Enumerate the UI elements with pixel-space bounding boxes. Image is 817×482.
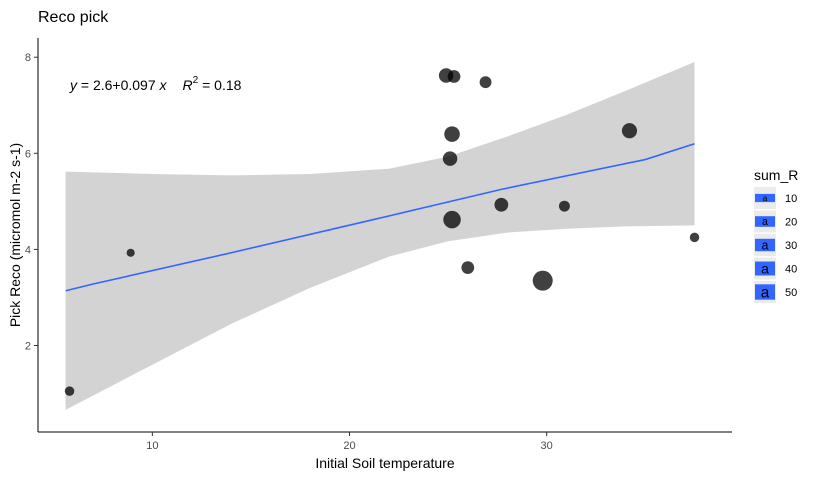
regression-line [65, 142, 695, 292]
confidence-band [65, 62, 695, 410]
legend-key-fill [755, 238, 775, 252]
x-tick-label: 20 [343, 440, 355, 452]
x-tick-label: 10 [146, 440, 158, 452]
x-axis-label: Initial Soil temperature [315, 455, 455, 471]
legend-label: 40 [785, 264, 797, 276]
legend-key-fill [755, 284, 775, 300]
regression-equation: y = 2.6+0.097 x R2 = 0.18 [69, 75, 242, 93]
legend-key-50: a 50 [754, 281, 797, 303]
equation-r: R [183, 77, 193, 93]
y-axis-label: Pick Reco (micromol m-2 s-1) [7, 143, 23, 327]
data-point [558, 200, 570, 212]
data-point [532, 270, 553, 291]
legend-key-40: a 40 [754, 257, 797, 280]
legend-key-fill [755, 193, 775, 203]
legend-key-glyph: a [762, 216, 768, 228]
legend-key-10: a 10 [754, 187, 797, 209]
legend: sum_R a 10 a 20 a 30 a 40 a 50 [754, 167, 798, 303]
x-tick-label: 30 [541, 440, 553, 452]
data-point [443, 210, 461, 229]
data-point [479, 76, 492, 89]
y-tick-label: 6 [25, 148, 31, 160]
y-tick-label: 2 [25, 341, 31, 353]
y-tick-label: 8 [25, 52, 31, 64]
data-point [689, 232, 700, 243]
equation-rhs: = 2.6+0.097 [77, 77, 160, 93]
legend-key-fill [755, 261, 775, 276]
legend-key-20: a 20 [754, 210, 797, 233]
legend-title: sum_R [754, 167, 798, 183]
data-point [64, 386, 75, 396]
legend-key-glyph: a [761, 284, 770, 301]
legend-label: 50 [785, 287, 797, 299]
legend-key-glyph: a [761, 260, 769, 276]
y-axis-ticks: 2 4 6 8 [25, 52, 38, 353]
data-point [621, 123, 638, 139]
data-point [442, 151, 458, 166]
data-point [444, 126, 460, 142]
chart-title: Reco pick [38, 9, 109, 26]
data-point [494, 197, 509, 212]
equation-r-superscript: 2 [193, 75, 199, 86]
data-point [447, 70, 461, 83]
legend-label: 20 [785, 217, 797, 229]
x-axis-ticks: 10 20 30 [146, 432, 553, 452]
y-tick-label: 4 [25, 244, 31, 256]
legend-key-glyph: a [763, 194, 768, 203]
equation-r-value: = 0.18 [198, 77, 241, 93]
equation-x: x [159, 77, 168, 93]
legend-keys: a 10 a 20 a 30 a 40 a 50 [754, 187, 797, 303]
legend-key-30: a 30 [754, 234, 797, 256]
plot-panel [64, 62, 700, 410]
legend-label: 30 [785, 240, 797, 252]
legend-key-glyph: a [762, 238, 769, 252]
data-point [126, 248, 135, 257]
equation-y: y [69, 77, 78, 93]
data-point [461, 261, 475, 275]
legend-label: 10 [785, 193, 797, 205]
legend-key-fill [755, 216, 775, 227]
